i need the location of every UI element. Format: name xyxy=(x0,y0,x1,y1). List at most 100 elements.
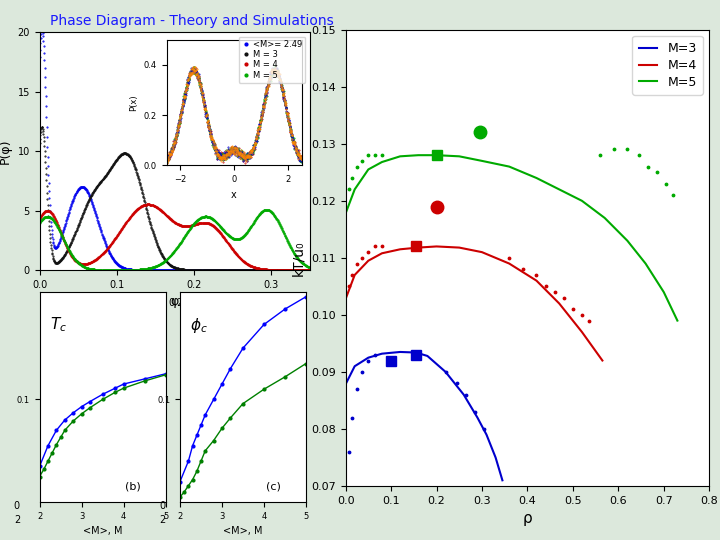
Y-axis label: kT/u₀: kT/u₀ xyxy=(292,240,305,275)
M=3 xyxy=(459,392,468,398)
M=4 xyxy=(532,278,541,284)
Line: <M>= 2.49: <M>= 2.49 xyxy=(39,29,310,271)
M=4 xyxy=(351,272,359,278)
M = 4 xyxy=(144,201,153,208)
M=4 xyxy=(414,244,423,251)
M=5 xyxy=(532,175,541,181)
Text: $T_c$: $T_c$ xyxy=(50,315,67,334)
M=3 xyxy=(364,354,373,361)
Text: 2: 2 xyxy=(159,515,166,525)
M=5 xyxy=(477,158,486,164)
M = 3 xyxy=(199,267,208,273)
M=5 xyxy=(432,152,441,158)
M = 4 xyxy=(207,222,216,228)
M = 4 xyxy=(268,267,276,273)
M=5 xyxy=(673,318,682,324)
<M>= 2.49 xyxy=(53,244,61,251)
M = 5 xyxy=(207,215,216,222)
M=4 xyxy=(364,258,373,264)
Text: 2: 2 xyxy=(14,515,20,525)
M = 4 xyxy=(192,221,201,227)
M = 5 xyxy=(269,210,277,217)
M = 5 xyxy=(199,213,208,220)
M=5 xyxy=(623,238,631,244)
<M>= 2.49 xyxy=(192,267,201,273)
M = 3 xyxy=(305,267,314,273)
M=5 xyxy=(555,186,564,193)
M=4 xyxy=(505,260,513,267)
M=4 xyxy=(598,357,607,364)
M=3 xyxy=(498,477,507,483)
M=3 xyxy=(351,363,359,369)
M=4 xyxy=(342,294,351,301)
M=5 xyxy=(377,159,386,165)
M=5 xyxy=(642,260,650,267)
Line: M=5: M=5 xyxy=(346,155,678,321)
Line: M=3: M=3 xyxy=(346,352,503,480)
<M>= 2.49 xyxy=(199,267,208,273)
M = 3 xyxy=(192,267,201,273)
M=5 xyxy=(364,166,373,173)
Text: (c): (c) xyxy=(266,482,281,491)
M=4 xyxy=(555,300,564,307)
M = 4 xyxy=(305,267,314,273)
Text: Phase Diagram - Theory and Simulations: Phase Diagram - Theory and Simulations xyxy=(50,14,334,28)
M = 3 xyxy=(240,267,249,273)
M=3 xyxy=(482,431,491,438)
M=5 xyxy=(455,153,464,159)
M=5 xyxy=(505,163,513,170)
Line: M = 4: M = 4 xyxy=(39,204,310,271)
M=4 xyxy=(377,250,386,256)
M=5 xyxy=(600,215,609,221)
M = 4 xyxy=(52,218,60,225)
Y-axis label: P(φ): P(φ) xyxy=(0,138,12,164)
M=5 xyxy=(396,153,405,159)
M=5 xyxy=(414,152,423,158)
Text: $\phi_c$: $\phi_c$ xyxy=(190,315,208,334)
X-axis label: <M>, M: <M>, M xyxy=(83,526,122,536)
M = 5 xyxy=(52,221,60,228)
M = 3 xyxy=(207,267,216,273)
M = 5 xyxy=(35,219,44,226)
M = 5 xyxy=(240,232,249,238)
X-axis label: φ: φ xyxy=(171,295,179,308)
Text: 0: 0 xyxy=(159,501,166,510)
Text: 0: 0 xyxy=(14,501,20,510)
M=4 xyxy=(396,246,405,253)
M=5 xyxy=(577,198,586,204)
M = 3 xyxy=(35,139,44,146)
<M>= 2.49 xyxy=(240,267,249,273)
<M>= 2.49 xyxy=(268,267,276,273)
Text: 0.2: 0.2 xyxy=(168,298,184,308)
M=3 xyxy=(342,380,351,387)
M=3 xyxy=(473,414,482,421)
M=3 xyxy=(491,454,500,461)
Line: M = 3: M = 3 xyxy=(39,126,310,271)
M = 5 xyxy=(109,267,118,273)
Text: (b): (b) xyxy=(125,482,141,491)
Line: M=4: M=4 xyxy=(346,246,603,361)
M = 4 xyxy=(199,219,208,226)
M = 3 xyxy=(268,267,276,273)
<M>= 2.49 xyxy=(35,53,44,60)
M = 3 xyxy=(37,124,46,130)
M=3 xyxy=(441,369,450,375)
Legend: M=3, M=4, M=5: M=3, M=4, M=5 xyxy=(632,36,703,95)
Legend: <M>= 2.49, M = 3, M = 4, M = 5: <M>= 2.49, M = 3, M = 4, M = 5 xyxy=(239,37,305,83)
M = 5 xyxy=(192,218,201,224)
M = 4 xyxy=(240,259,249,266)
M=3 xyxy=(423,353,432,359)
X-axis label: <M>, M: <M>, M xyxy=(223,526,263,536)
M=3 xyxy=(412,349,420,356)
M = 4 xyxy=(35,215,44,222)
M = 3 xyxy=(53,260,61,266)
X-axis label: ρ: ρ xyxy=(523,511,532,526)
M=3 xyxy=(377,350,386,357)
M=5 xyxy=(351,186,359,193)
M=4 xyxy=(477,249,486,255)
M = 5 xyxy=(262,206,271,213)
<M>= 2.49 xyxy=(207,267,216,273)
M=5 xyxy=(660,289,668,295)
M = 5 xyxy=(305,264,314,271)
M=4 xyxy=(432,243,441,249)
